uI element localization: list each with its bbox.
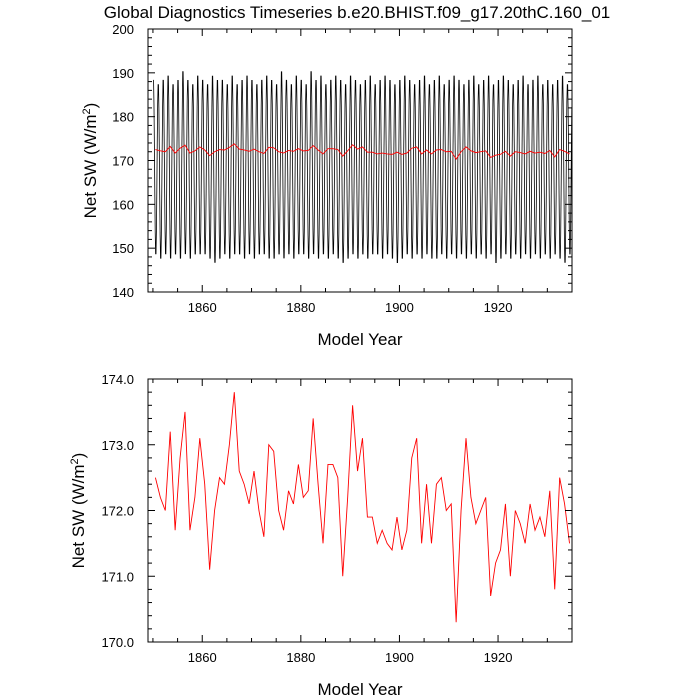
y-tick-label: 160	[112, 197, 134, 212]
x-tick-label: 1860	[188, 650, 217, 665]
y-tick-label: 170.0	[101, 635, 134, 650]
y-tick-label: 200	[112, 22, 134, 37]
y-tick-label: 190	[112, 66, 134, 81]
plot-frame	[147, 378, 573, 643]
x-tick-label: 1860	[188, 300, 217, 315]
y-tick-label: 170	[112, 154, 134, 169]
y-tick-label: 172.0	[101, 504, 134, 519]
series-line-monthly	[153, 71, 573, 263]
series-layer	[153, 71, 573, 263]
chart-title: Global Diagnostics Timeseries b.e20.BHIS…	[104, 3, 611, 22]
x-axis-label: Model Year	[317, 680, 402, 699]
x-tick-label: 1900	[385, 300, 414, 315]
panel-top: 1860 1880 1900 1920 140 150 160 170 180 190 200 Mo…	[81, 22, 573, 349]
x-tick-label: 1880	[286, 300, 315, 315]
y-tick-label: 171.0	[101, 569, 134, 584]
y-axis-label: Net SW (W/m2)	[81, 103, 100, 219]
series-layer	[154, 392, 570, 623]
y-axis-label: Net SW (W/m2)	[69, 453, 88, 569]
y-tick-label: 150	[112, 241, 134, 256]
panel-bottom: 1860 1880 1900 1920 170.0 171.0 172.0 173.0 174.…	[69, 372, 573, 699]
x-tick-label: 1920	[484, 650, 513, 665]
x-axis-label: Model Year	[317, 330, 402, 349]
x-tick-label: 1880	[286, 650, 315, 665]
y-tick-label: 174.0	[101, 372, 134, 387]
x-tick-label: 1920	[484, 300, 513, 315]
ticks-layer: 1860 1880 1900 1920 170.0 171.0 172.0 173.0 174.…	[101, 372, 573, 665]
x-tick-label: 1900	[385, 650, 414, 665]
ticks-layer: 1860 1880 1900 1920 140 150 160 170 180 190 200	[112, 22, 573, 315]
y-tick-label: 180	[112, 110, 134, 125]
y-tick-label: 140	[112, 285, 134, 300]
series-line-annual	[154, 392, 570, 623]
series-line-annual	[155, 143, 570, 161]
y-tick-label: 173.0	[101, 438, 134, 453]
